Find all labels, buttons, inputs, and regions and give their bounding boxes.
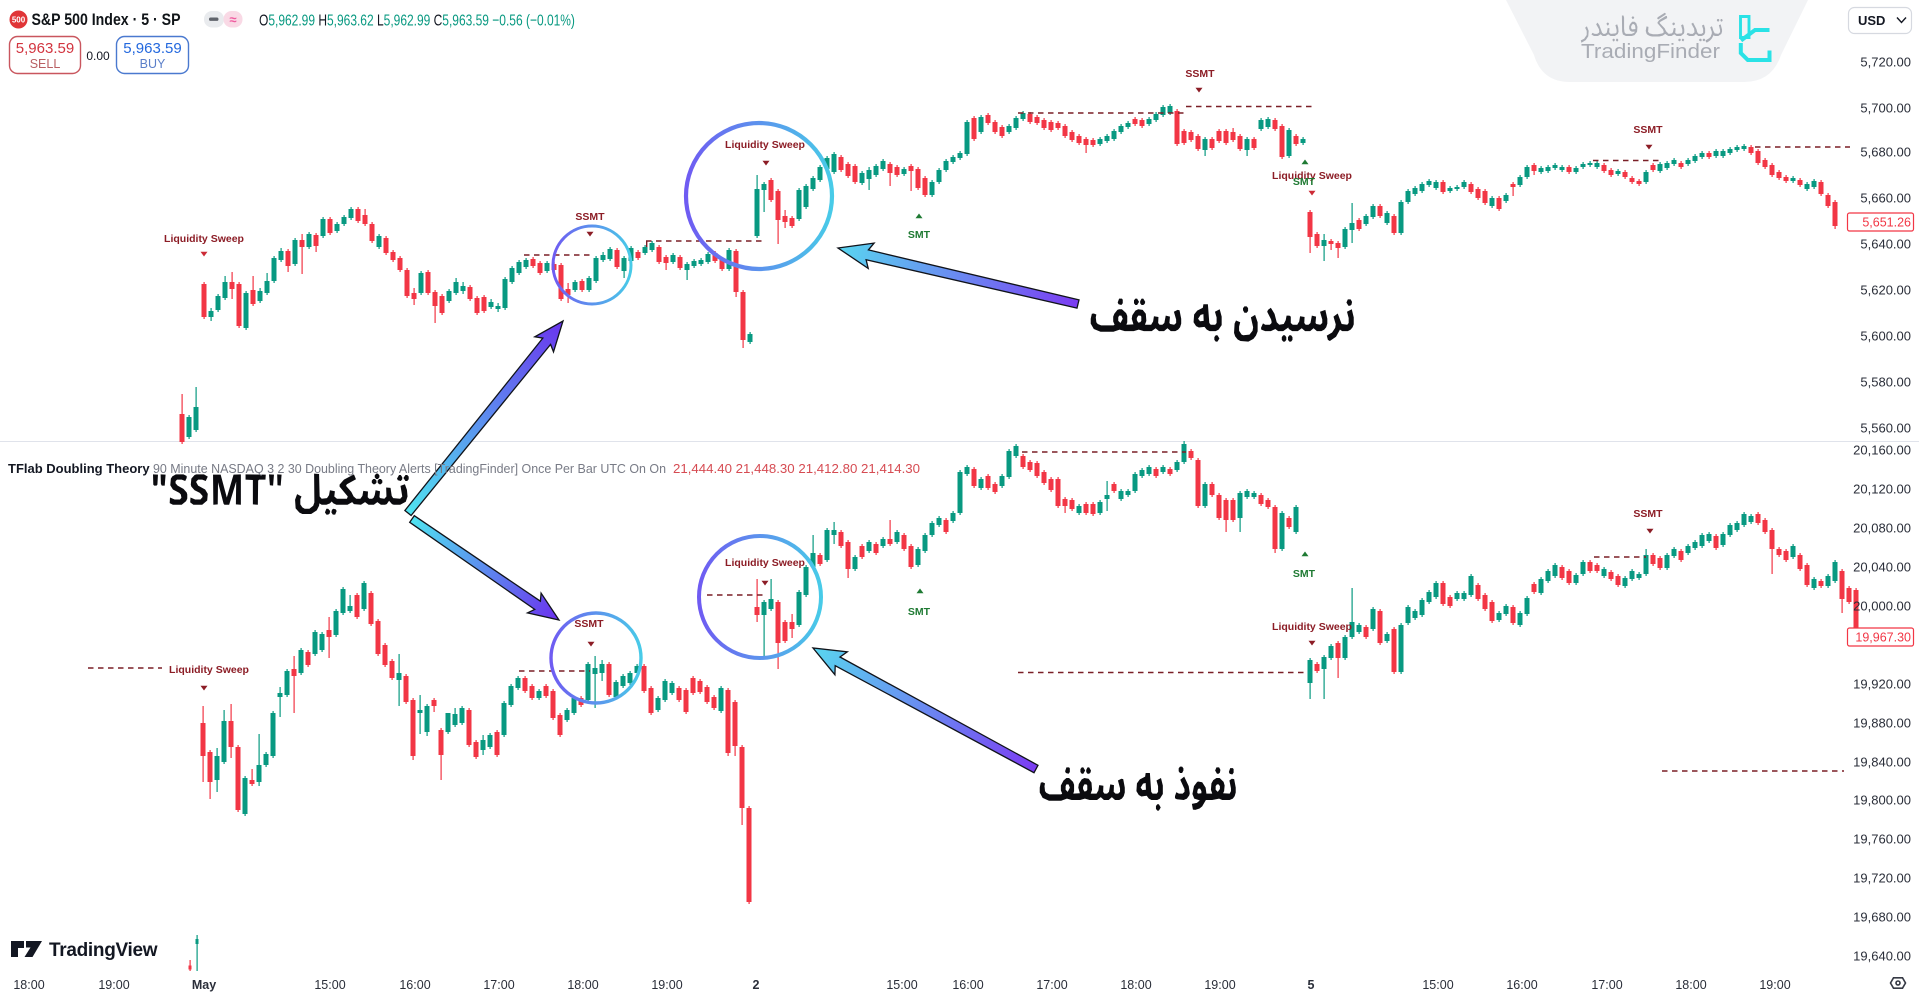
svg-text:5,720.00: 5,720.00 xyxy=(1860,55,1911,70)
svg-text:19:00: 19:00 xyxy=(98,978,129,992)
svg-text:5,700.00: 5,700.00 xyxy=(1860,101,1911,116)
svg-text:19,720.00: 19,720.00 xyxy=(1853,871,1911,886)
svg-text:17:00: 17:00 xyxy=(483,978,514,992)
svg-text:15:00: 15:00 xyxy=(314,978,345,992)
svg-text:20,040.00: 20,040.00 xyxy=(1853,560,1911,575)
svg-text:19,920.00: 19,920.00 xyxy=(1853,677,1911,692)
svg-text:17:00: 17:00 xyxy=(1036,978,1067,992)
svg-text:2: 2 xyxy=(753,978,760,992)
svg-text:SMT: SMT xyxy=(1293,568,1316,580)
svg-text:19,840.00: 19,840.00 xyxy=(1853,755,1911,770)
svg-text:SSMT: SSMT xyxy=(574,618,604,630)
svg-text:18:00: 18:00 xyxy=(13,978,44,992)
svg-text:Liquidity Sweep: Liquidity Sweep xyxy=(164,233,244,245)
svg-text:O5,962.99 H5,963.62 L5,962.99: O5,962.99 H5,963.62 L5,962.99 C5,963.59 … xyxy=(259,11,575,29)
svg-text:SMT: SMT xyxy=(908,606,931,618)
svg-text:Liquidity Sweep: Liquidity Sweep xyxy=(1272,621,1352,633)
svg-text:SMT: SMT xyxy=(908,229,931,241)
svg-text:S&P 500 Index · 5 · SP: S&P 500 Index · 5 · SP xyxy=(32,11,181,29)
svg-text:20,000.00: 20,000.00 xyxy=(1853,599,1911,614)
svg-text:5: 5 xyxy=(1308,978,1315,992)
svg-text:19,760.00: 19,760.00 xyxy=(1853,832,1911,847)
svg-text:20,160.00: 20,160.00 xyxy=(1853,443,1911,458)
svg-text:May: May xyxy=(192,978,216,992)
svg-text:5,560.00: 5,560.00 xyxy=(1860,421,1911,436)
svg-text:5,620.00: 5,620.00 xyxy=(1860,283,1911,298)
svg-text:5,963.59: 5,963.59 xyxy=(123,40,181,57)
svg-text:TFlab Doubling Theory: TFlab Doubling Theory xyxy=(8,461,150,476)
svg-text:SSMT: SSMT xyxy=(1633,124,1663,136)
svg-text:90 Minute NASDAQ 3 2 30 Doubli: 90 Minute NASDAQ 3 2 30 Doubling Theory … xyxy=(153,462,666,476)
svg-text:SMT: SMT xyxy=(1293,176,1316,188)
svg-text:USD: USD xyxy=(1858,13,1885,28)
svg-text:19,967.30: 19,967.30 xyxy=(1855,631,1911,645)
svg-text:19,640.00: 19,640.00 xyxy=(1853,949,1911,964)
svg-text:18:00: 18:00 xyxy=(1675,978,1706,992)
svg-text:19,880.00: 19,880.00 xyxy=(1853,716,1911,731)
svg-text:500: 500 xyxy=(12,16,26,25)
svg-text:19:00: 19:00 xyxy=(1759,978,1790,992)
svg-text:SELL: SELL xyxy=(30,57,61,71)
svg-text:Liquidity Sweep: Liquidity Sweep xyxy=(725,557,805,569)
svg-text:TradingFinder: TradingFinder xyxy=(1581,41,1720,63)
svg-text:Liquidity Sweep: Liquidity Sweep xyxy=(169,664,249,676)
svg-text:16:00: 16:00 xyxy=(952,978,983,992)
svg-text:15:00: 15:00 xyxy=(1422,978,1453,992)
svg-text:BUY: BUY xyxy=(140,57,166,71)
svg-text:SSMT: SSMT xyxy=(1185,68,1215,80)
svg-text:TradingView: TradingView xyxy=(49,940,158,961)
svg-text:16:00: 16:00 xyxy=(1506,978,1537,992)
svg-text:17:00: 17:00 xyxy=(1591,978,1622,992)
svg-text:20,080.00: 20,080.00 xyxy=(1853,521,1911,536)
svg-text:5,640.00: 5,640.00 xyxy=(1860,237,1911,252)
svg-text:SSMT: SSMT xyxy=(1633,508,1663,520)
svg-text:5,660.00: 5,660.00 xyxy=(1860,191,1911,206)
svg-text:19,680.00: 19,680.00 xyxy=(1853,910,1911,925)
svg-text:SSMT: SSMT xyxy=(575,211,605,223)
svg-text:21,444.40 21,448.30 21,412.80: 21,444.40 21,448.30 21,412.80 21,414.30 xyxy=(673,461,920,476)
svg-text:5,651.26: 5,651.26 xyxy=(1862,216,1911,230)
svg-text:20,120.00: 20,120.00 xyxy=(1853,482,1911,497)
svg-text:15:00: 15:00 xyxy=(886,978,917,992)
svg-text:5,580.00: 5,580.00 xyxy=(1860,375,1911,390)
svg-text:19:00: 19:00 xyxy=(651,978,682,992)
svg-text:5,680.00: 5,680.00 xyxy=(1860,145,1911,160)
svg-text:5,963.59: 5,963.59 xyxy=(16,40,74,57)
svg-text:16:00: 16:00 xyxy=(399,978,430,992)
svg-text:18:00: 18:00 xyxy=(567,978,598,992)
svg-text:Liquidity Sweep: Liquidity Sweep xyxy=(725,139,805,151)
svg-text:Liquidity Sweep: Liquidity Sweep xyxy=(1272,170,1352,182)
svg-text:19,800.00: 19,800.00 xyxy=(1853,793,1911,808)
svg-text:5,600.00: 5,600.00 xyxy=(1860,329,1911,344)
svg-text:18:00: 18:00 xyxy=(1120,978,1151,992)
svg-text:0.00: 0.00 xyxy=(86,49,110,63)
svg-text:≈: ≈ xyxy=(229,12,236,27)
svg-text:19:00: 19:00 xyxy=(1204,978,1235,992)
